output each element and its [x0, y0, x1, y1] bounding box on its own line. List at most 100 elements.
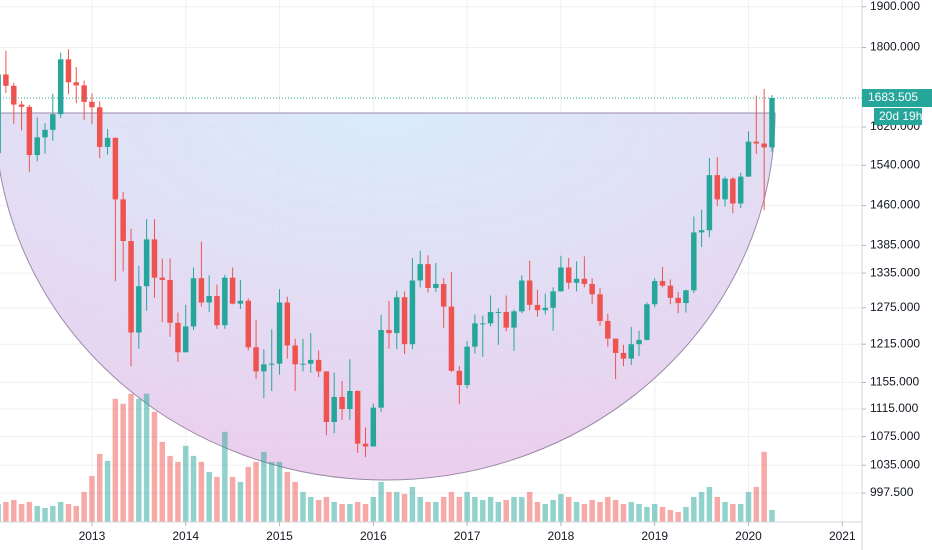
- axes: 1900.0001800.0001620.0001540.0001460.000…: [79, 0, 932, 543]
- volume-bar: [96, 453, 103, 522]
- volume-bar: [526, 491, 533, 522]
- volume-bar: [714, 496, 721, 522]
- candle-body: [26, 106, 33, 156]
- volume-bar: [698, 491, 705, 522]
- candle-body: [143, 239, 150, 287]
- volume-bar: [433, 501, 439, 522]
- candle-body: [229, 277, 236, 304]
- volume-bar: [753, 486, 760, 522]
- y-tick-label: 1115.000: [870, 401, 919, 415]
- volume-bar: [50, 505, 56, 522]
- volume-bar: [683, 506, 689, 522]
- volume-bar: [253, 461, 259, 522]
- candle-body: [534, 304, 541, 311]
- candle-body: [136, 286, 142, 333]
- candle-body: [182, 326, 189, 353]
- y-tick-label: 997.500: [870, 485, 914, 499]
- volume-bar: [245, 466, 252, 522]
- candle-body: [519, 280, 525, 312]
- candle-body: [401, 297, 408, 345]
- candle-body: [128, 241, 134, 333]
- volume-bar: [136, 398, 142, 522]
- candle-body: [315, 359, 322, 372]
- volume-bar: [409, 486, 416, 522]
- volume-bar: [636, 503, 642, 522]
- x-tick-label: 2017: [454, 529, 481, 543]
- candle-body: [284, 302, 291, 346]
- y-tick-label: 1900.000: [870, 0, 920, 13]
- candle-body: [292, 345, 298, 365]
- volume-bar: [440, 496, 447, 522]
- volume-bar: [222, 431, 228, 522]
- candle-body: [300, 363, 306, 365]
- volume-bar: [589, 499, 595, 522]
- volume-bar: [128, 393, 134, 522]
- volume-bar: [565, 496, 572, 522]
- candle-body: [472, 323, 478, 347]
- volume-bar: [730, 503, 736, 522]
- volume-bar: [89, 475, 95, 522]
- candle-body: [104, 137, 111, 147]
- volume-bar: [308, 496, 314, 522]
- countdown-box: [874, 108, 922, 126]
- volume-bar: [480, 499, 486, 522]
- candle-body: [222, 277, 228, 326]
- candles: [0, 49, 862, 458]
- candle-body: [565, 267, 572, 283]
- candle-body: [268, 363, 275, 365]
- candle-body: [698, 230, 705, 233]
- volume-bar: [175, 461, 181, 522]
- volume-bar: [503, 499, 509, 522]
- volume-bar: [644, 506, 650, 522]
- volume-bar: [464, 491, 470, 522]
- candle-body: [542, 307, 548, 311]
- candle-body: [573, 278, 580, 283]
- y-tick-label: 1035.000: [870, 457, 920, 471]
- volume-bar: [534, 501, 541, 522]
- candle-body: [714, 175, 721, 200]
- volume-bar: [675, 511, 681, 522]
- candle-body: [581, 278, 588, 284]
- y-tick-label: 1215.000: [870, 336, 920, 350]
- candle-body: [386, 330, 392, 334]
- candle-body: [237, 300, 244, 304]
- volume-bar: [612, 499, 619, 522]
- candle-body: [464, 346, 470, 386]
- x-tick-label: 2015: [266, 529, 293, 543]
- volume-bar: [769, 509, 775, 522]
- candle-body: [706, 175, 713, 231]
- volume-bar: [237, 481, 244, 522]
- volume-bar: [18, 503, 25, 522]
- volume-bar: [519, 496, 525, 522]
- volume-bar: [386, 491, 392, 522]
- candle-body: [81, 85, 87, 102]
- candle-body: [65, 59, 72, 83]
- candle-body: [612, 338, 619, 353]
- candle-body: [730, 178, 736, 204]
- candle-body: [198, 278, 205, 303]
- candle-body: [167, 279, 173, 323]
- volume-bar: [57, 501, 64, 522]
- volume-bar: [284, 471, 291, 522]
- volume-bar: [370, 496, 377, 522]
- volume-bar: [292, 481, 298, 522]
- volume-bar: [511, 496, 517, 522]
- candle-body: [96, 107, 103, 147]
- candle-body: [417, 264, 423, 281]
- volume-bar: [331, 501, 337, 522]
- volume-bar: [394, 491, 400, 522]
- volume-bar: [65, 503, 72, 522]
- volume-bar: [378, 481, 384, 522]
- volume-bar: [472, 496, 478, 522]
- volume-bar: [667, 509, 674, 522]
- y-tick-label: 1460.000: [870, 198, 920, 212]
- volume-bar: [722, 501, 728, 522]
- volume-bar: [151, 411, 158, 522]
- volume-bar: [190, 455, 197, 522]
- candle-body: [120, 199, 126, 242]
- candle-body: [362, 443, 369, 447]
- candle-body: [50, 114, 56, 130]
- candle-body: [667, 285, 674, 298]
- volume-bar: [42, 507, 48, 522]
